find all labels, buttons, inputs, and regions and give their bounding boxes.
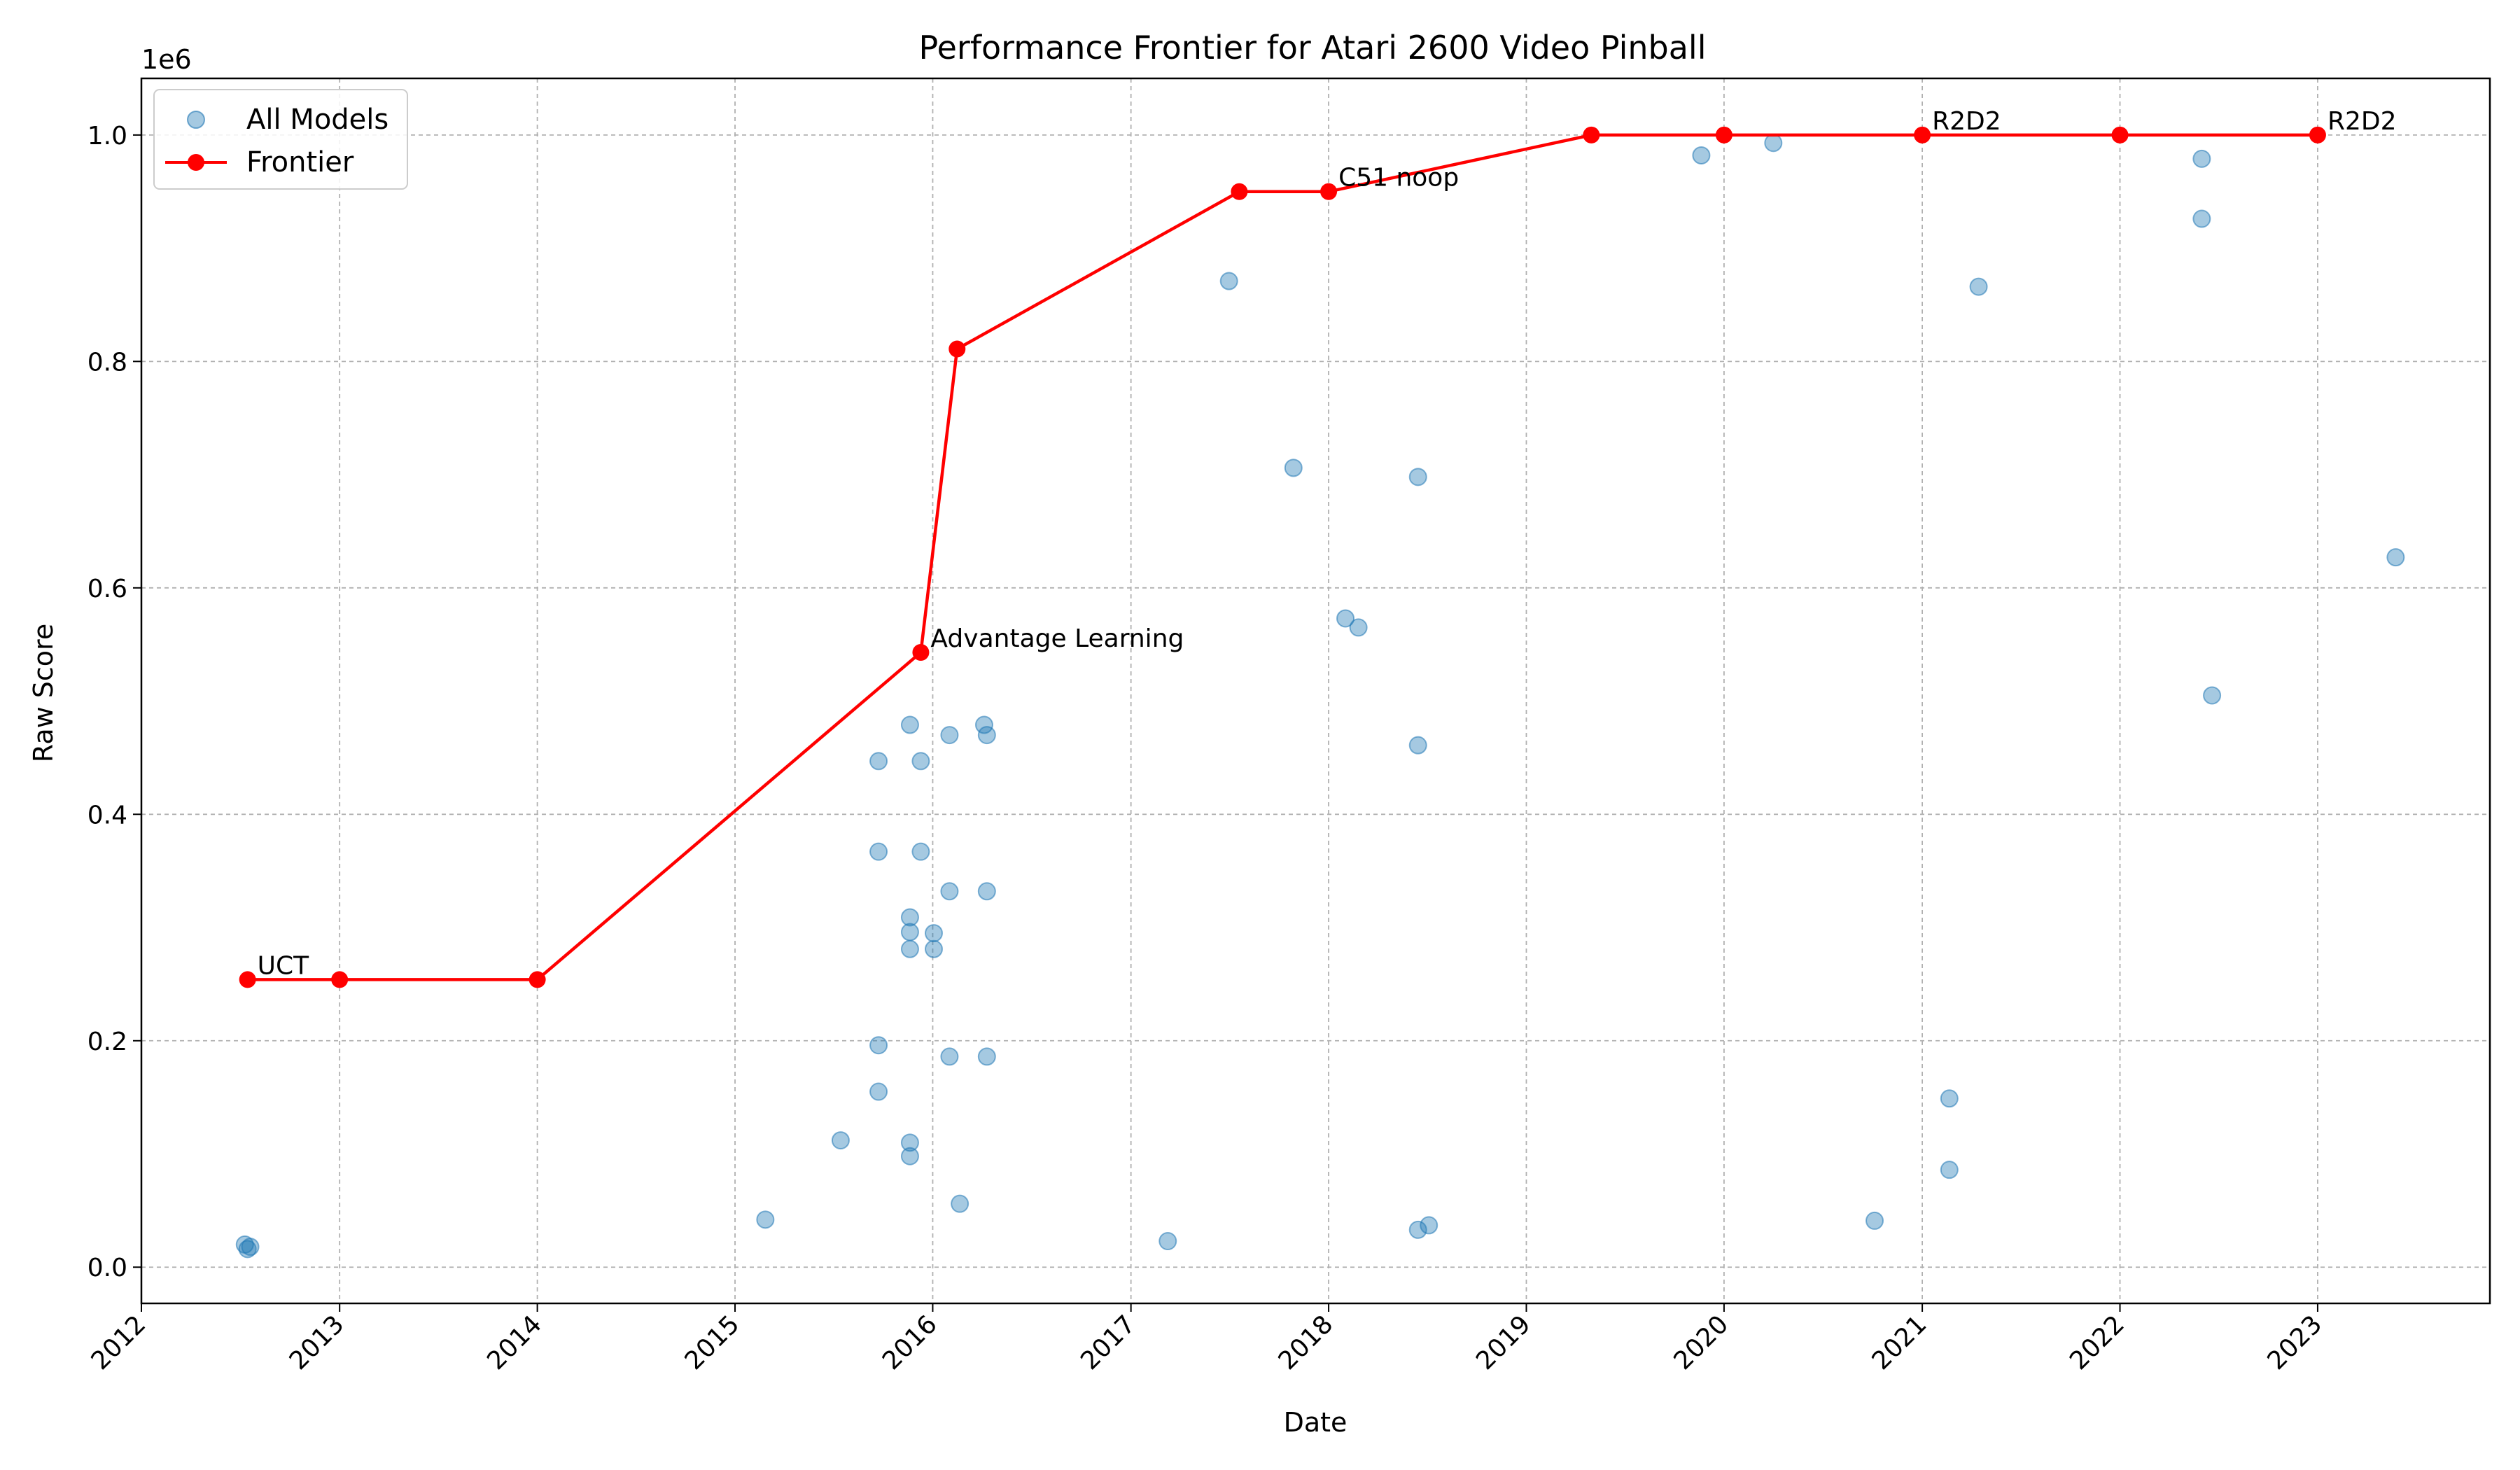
chart-title: Performance Frontier for Atari 2600 Vide… [919,29,1707,66]
scatter-point [974,715,993,734]
scatter-point [1940,1161,1959,1180]
scatter-point [1336,609,1355,628]
y-tick-label: 0.8 [88,348,127,377]
scatter-point [940,726,959,745]
scatter-point [900,1133,919,1152]
y-axis-label: Raw Score [28,624,59,762]
scatter-point [756,1210,775,1229]
y-tick-label: 0.2 [88,1028,127,1056]
frontier-point [1914,126,1931,144]
y-offset-label: 1e6 [141,44,192,75]
legend-scatter-marker [187,111,205,129]
scatter-point [900,939,919,958]
frontier-point [2309,126,2326,144]
scatter-point [2192,149,2211,168]
plot-frame [140,77,2491,1305]
scatter-point [2203,686,2222,705]
frontier-point [2111,126,2129,144]
scatter-point [977,1047,996,1066]
scatter-point [1408,468,1427,486]
y-tick-label: 0.0 [88,1254,127,1282]
scatter-point [831,1131,850,1150]
scatter-point [241,1238,260,1256]
scatter-point [900,908,919,927]
legend-frontier-marker [188,154,204,171]
annotation-label: R2D2 [1932,107,2001,136]
scatter-point [900,715,919,734]
scatter-point [238,1240,257,1259]
scatter-point [1692,146,1711,164]
scatter-point [1420,1216,1438,1235]
grid-lines [141,78,2490,1303]
y-tick-label: 1.0 [88,122,127,150]
scatter-point [1408,736,1427,755]
scatter-point [2386,548,2405,567]
scatter-point [940,882,959,901]
frontier-point [1583,126,1600,144]
scatter-point [869,752,888,771]
y-tick-label: 0.6 [88,575,127,603]
scatter-point [1969,277,1988,296]
scatter-point [900,1147,919,1166]
scatter-point [1940,1089,1959,1108]
x-axis-label: Date [1284,1407,1348,1438]
scatter-point [911,752,930,771]
scatter-point [925,924,944,943]
scatter-point [869,842,888,861]
annotation-label: UCT [258,951,309,980]
frontier-point [948,340,966,358]
scatter-point [869,1036,888,1055]
legend-box [153,89,408,190]
frontier-point [912,644,930,662]
scatter-point [925,939,944,958]
annotation-label: C51 noop [1338,164,1459,192]
y-tick-label: 0.4 [88,801,127,830]
frontier-point [528,971,546,988]
annotation-label: Advantage Learning [930,624,1184,653]
frontier-point [239,971,256,988]
series-layer: UCT Advantage Learning C51 noop R2D2 R2D2 [235,107,2405,1259]
frontier-point [1320,183,1338,200]
scatter-point [1865,1211,1884,1230]
scatter-point [1349,618,1368,637]
scatter-point [900,923,919,941]
scatter-point [1764,134,1783,153]
annotation-label: R2D2 [2328,107,2397,136]
scatter-point [940,1047,959,1066]
scatter-point [1158,1232,1177,1251]
frontier-point [1231,183,1248,200]
legend-label-all-models: All Models [246,104,388,136]
scatter-point [2192,209,2211,228]
scatter-point [869,1082,888,1101]
scatter-point [1219,272,1238,290]
legend-label-frontier: Frontier [246,146,354,178]
frontier-line [247,133,2318,981]
scatter-point [1408,1220,1427,1239]
frontier-point [331,971,349,988]
scatter-point [977,882,996,901]
scatter-point [977,726,996,745]
frontier-point [1715,126,1732,144]
scatter-point [951,1194,969,1213]
scatter-point [1284,458,1303,477]
legend: All Models Frontier [153,89,408,190]
scatter-point [911,842,930,861]
